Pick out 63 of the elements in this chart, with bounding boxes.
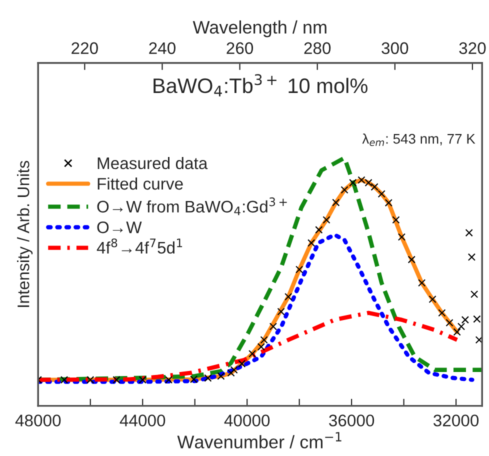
x2-tick-label: 240 bbox=[149, 42, 176, 54]
y-axis-title: Intensity / Arb. Units bbox=[17, 160, 33, 307]
x2-tick-label: 280 bbox=[304, 42, 331, 54]
point bbox=[138, 376, 146, 384]
point bbox=[257, 343, 266, 351]
point bbox=[60, 376, 68, 384]
point bbox=[332, 198, 340, 206]
point bbox=[428, 295, 436, 304]
point bbox=[315, 226, 323, 234]
text: λ$_{em}$: 543 nm, 77 K bbox=[362, 134, 476, 146]
point bbox=[384, 198, 392, 207]
point bbox=[340, 186, 348, 194]
point bbox=[238, 360, 246, 368]
x2-tick-label: 260 bbox=[226, 42, 254, 54]
point bbox=[308, 239, 316, 247]
x-axis-title: Wavenumber / cm$^{−1}$ bbox=[177, 432, 342, 448]
x2-tick-label: 300 bbox=[382, 42, 408, 54]
point bbox=[473, 315, 481, 323]
legend-label: O→W from BaWO$_{4}$:Gd$^{3+}$ bbox=[97, 197, 287, 216]
x2-tick-label: 220 bbox=[72, 42, 98, 54]
x-tick-label: 40000 bbox=[224, 414, 270, 426]
point bbox=[408, 256, 416, 264]
legend-label: Measured data bbox=[98, 156, 208, 170]
point bbox=[398, 233, 406, 241]
point bbox=[204, 374, 212, 382]
point bbox=[465, 228, 473, 237]
point bbox=[418, 279, 426, 287]
point bbox=[269, 322, 278, 330]
point bbox=[284, 292, 292, 301]
x2-tick-label: 320 bbox=[459, 42, 486, 54]
point bbox=[227, 369, 235, 377]
x2-axis-title: Wavelength / nm bbox=[192, 20, 326, 38]
point bbox=[378, 190, 386, 198]
point bbox=[322, 216, 330, 224]
legend-label: O→W bbox=[97, 221, 142, 234]
point bbox=[446, 318, 454, 327]
point bbox=[217, 372, 225, 380]
point bbox=[468, 253, 476, 261]
point bbox=[260, 336, 268, 344]
point bbox=[438, 309, 446, 317]
x-tick-label: 48000 bbox=[15, 414, 61, 426]
point bbox=[457, 322, 466, 330]
legend-label: Fitted curve bbox=[98, 177, 183, 190]
x-tick-label: 32000 bbox=[434, 414, 479, 426]
point bbox=[277, 308, 285, 316]
x-tick-label: 44000 bbox=[120, 414, 166, 426]
point bbox=[453, 328, 461, 336]
legend-label: 4f$^{8}$→4f$^{7}$5d$^{1}$ bbox=[96, 238, 182, 254]
point bbox=[296, 266, 304, 274]
point bbox=[248, 350, 256, 358]
point bbox=[370, 183, 378, 191]
point bbox=[349, 178, 357, 187]
point bbox=[470, 290, 478, 298]
point bbox=[112, 376, 120, 384]
point bbox=[86, 376, 94, 384]
chart-title: BaWO$_{4}$:Tb$^{3+}$ 10 mol% bbox=[154, 74, 368, 96]
x-tick-label: 36000 bbox=[329, 414, 374, 426]
point bbox=[461, 316, 469, 324]
point bbox=[392, 216, 400, 224]
point bbox=[230, 366, 238, 374]
point bbox=[164, 376, 173, 384]
point bbox=[190, 376, 198, 384]
point bbox=[475, 336, 482, 344]
